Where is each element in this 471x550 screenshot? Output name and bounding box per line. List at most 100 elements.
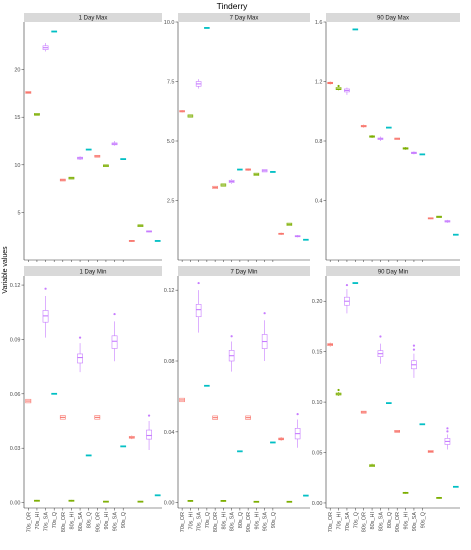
box-outlier (78, 336, 82, 339)
box-7 (228, 179, 235, 184)
box-12 (419, 423, 426, 426)
x-tick-label: 70s_Q (205, 511, 211, 528)
box-3 (195, 281, 202, 333)
facet-panels: 1 Day Max 5 10 15 20 7 Day Max 2.5 5.0 7.5 10.0 90… (10, 13, 460, 532)
box-11 (111, 312, 118, 362)
box-8 (237, 168, 243, 171)
x-tick-label: 70s_OR (328, 512, 334, 532)
box-14 (137, 500, 144, 503)
box-15 (294, 235, 301, 238)
x-tick-label: 80s_SA (78, 512, 84, 532)
y-tick-label: 0.20 (312, 299, 323, 305)
y-tick-label: 0.8 (315, 139, 323, 145)
box-12 (120, 158, 127, 160)
y-tick-label: 10.0 (164, 20, 175, 26)
box-8 (237, 450, 243, 453)
x-tick-label: 90s_OR (395, 512, 401, 532)
box-9 (94, 415, 101, 420)
box-body (195, 304, 202, 318)
box-outlier (44, 287, 47, 290)
box-12 (270, 441, 276, 444)
x-tick-label: 80s_HI (370, 512, 376, 530)
box-13 (278, 437, 284, 441)
x-tick-label: 70s_OR (26, 512, 32, 532)
panel-strip-label: 90 Day Min (378, 270, 408, 276)
y-tick-label: 0.00 (10, 501, 21, 507)
box-2 (187, 500, 194, 502)
x-tick-label: 90s_Q (420, 511, 426, 528)
box-2 (187, 114, 194, 118)
x-tick-label: 70s_OR (180, 512, 186, 532)
box-8 (85, 148, 92, 151)
box-13 (427, 217, 434, 220)
box-10 (253, 500, 260, 503)
box-2 (335, 84, 342, 91)
x-tick-label: 90s_SA (113, 512, 119, 532)
box-1 (25, 91, 32, 94)
box-4 (51, 30, 58, 33)
box-10 (253, 172, 260, 176)
box-12 (419, 153, 426, 156)
x-tick-label: 90s_Q (121, 511, 127, 528)
box-body (146, 429, 152, 440)
box-4 (51, 392, 58, 395)
y-tick-label: 0.00 (312, 501, 323, 507)
box-8 (385, 402, 392, 404)
x-tick-label: 90s_OR (95, 512, 101, 532)
box-7 (77, 156, 83, 161)
panel-strip-label: 1 Day Min (79, 270, 106, 276)
box-3 (42, 42, 49, 52)
box-2 (34, 113, 40, 116)
box-16 (452, 485, 459, 488)
box-outlier (446, 430, 449, 433)
box-5 (59, 415, 66, 420)
box-15 (294, 413, 301, 448)
box-16 (303, 238, 309, 241)
y-axis-title: Variable values (2, 246, 9, 294)
y-tick-label: 0.03 (10, 446, 21, 452)
panel-3: 90 Day Max 0.4 0.8 1.2 1.6 (315, 13, 460, 262)
x-tick-label: 80s_Q (238, 511, 244, 528)
box-1 (25, 398, 32, 404)
box-3 (344, 283, 350, 314)
y-tick-label: 0.4 (315, 199, 323, 205)
y-tick-label: 2.5 (167, 199, 175, 205)
box-14 (436, 496, 442, 499)
box-13 (278, 232, 284, 236)
panel-strip (24, 266, 162, 276)
y-tick-label: 0.12 (10, 283, 21, 289)
box-9 (245, 415, 251, 420)
box-8 (385, 126, 392, 129)
y-tick-label: 15 (14, 115, 20, 121)
box-outlier (147, 414, 151, 417)
x-tick-label: 90s_OR (246, 512, 252, 532)
panel-strip (24, 13, 162, 22)
box-7 (377, 136, 384, 141)
box-5 (360, 410, 367, 414)
panel-1: 1 Day Max 5 10 15 20 (14, 13, 162, 262)
box-6 (369, 135, 375, 139)
box-1 (179, 110, 185, 113)
box-1 (327, 342, 333, 347)
x-tick-label: 70s_HI (337, 512, 343, 530)
box-2 (335, 388, 342, 397)
box-14 (286, 500, 293, 503)
x-tick-label: 70s_SA (345, 512, 351, 532)
y-tick-label: 0.09 (10, 337, 21, 343)
panel-2: 7 Day Max 2.5 5.0 7.5 10.0 (164, 13, 310, 262)
box-4 (352, 282, 359, 284)
box-1 (179, 397, 185, 403)
box-10 (103, 164, 109, 168)
box-11 (261, 169, 268, 173)
y-tick-label: 0.05 (312, 451, 323, 457)
box-6 (68, 499, 75, 502)
box-7 (228, 335, 235, 372)
box-outlier (446, 427, 449, 430)
x-tick-label: 70s_HI (188, 512, 194, 530)
panel-strip (178, 13, 310, 22)
x-tick-label: 90s_SA (263, 512, 269, 532)
chart-title: Tinderry (217, 1, 249, 11)
x-tick-label: 80s_Q (387, 511, 393, 528)
box-outlier (296, 413, 299, 416)
